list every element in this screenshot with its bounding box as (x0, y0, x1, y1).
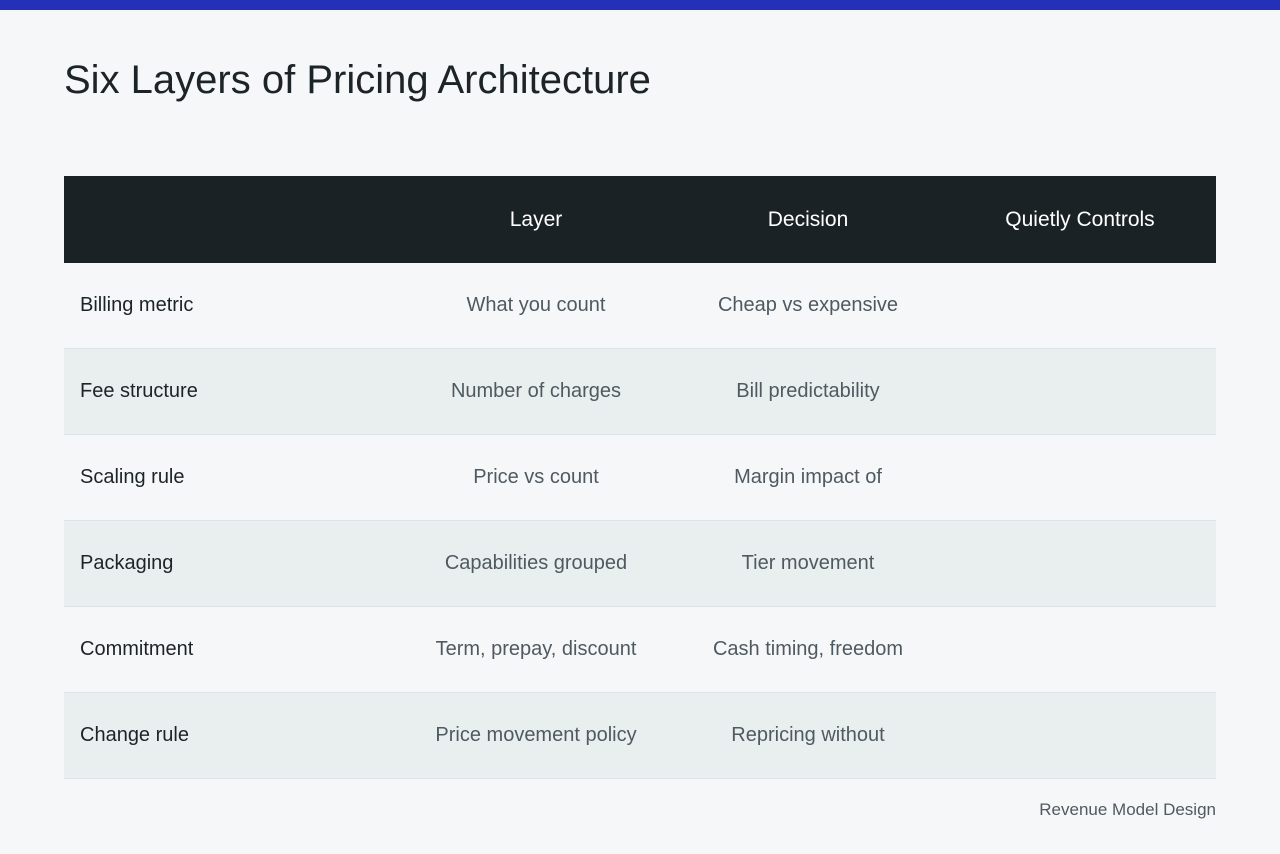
row-label: Fee structure (80, 380, 198, 402)
table-row: Billing metric What you count Cheap vs e… (64, 263, 1216, 349)
layer-cell: What you count (466, 294, 606, 316)
table-header: Layer Decision Quietly Controls (64, 176, 1216, 263)
layer-cell: Price vs count (473, 466, 599, 488)
table-row: Packaging Capabilities grouped Tier move… (64, 521, 1216, 607)
table-row: Commitment Term, prepay, discount Cash t… (64, 607, 1216, 693)
row-label: Scaling rule (80, 466, 185, 488)
row-label: Change rule (80, 724, 189, 746)
pricing-table: Layer Decision Quietly Controls Billing … (64, 176, 1216, 779)
table-row: Fee structure Number of charges Bill pre… (64, 349, 1216, 435)
top-accent-bar (0, 0, 1280, 10)
decision-cell: Cheap vs expensive (717, 294, 899, 316)
row-label: Commitment (80, 638, 194, 660)
header-cell-layer: Layer (509, 207, 563, 231)
table-row: Scaling rule Price vs count Margin impac… (64, 435, 1216, 521)
layer-cell: Price movement policy (435, 724, 637, 746)
layer-cell: Capabilities grouped (444, 552, 628, 574)
decision-cell: Margin impact of (734, 466, 882, 488)
table-row: Change rule Price movement policy Repric… (64, 693, 1216, 779)
layer-cell: Number of charges (450, 380, 622, 402)
decision-cell: Repricing without (731, 724, 885, 746)
decision-cell: Tier movement (741, 552, 875, 574)
footer-note: Revenue Model Design (1039, 800, 1216, 819)
decision-cell: Bill predictability (736, 380, 880, 402)
header-cell-quietly-controls: Quietly Controls (1005, 207, 1155, 231)
row-label: Packaging (80, 552, 174, 574)
page-title: Six Layers of Pricing Architecture (64, 58, 651, 102)
layer-cell: Term, prepay, discount (435, 638, 637, 660)
row-label: Billing metric (80, 294, 194, 316)
header-cell-decision: Decision (767, 207, 849, 231)
decision-cell: Cash timing, freedom (712, 638, 904, 660)
